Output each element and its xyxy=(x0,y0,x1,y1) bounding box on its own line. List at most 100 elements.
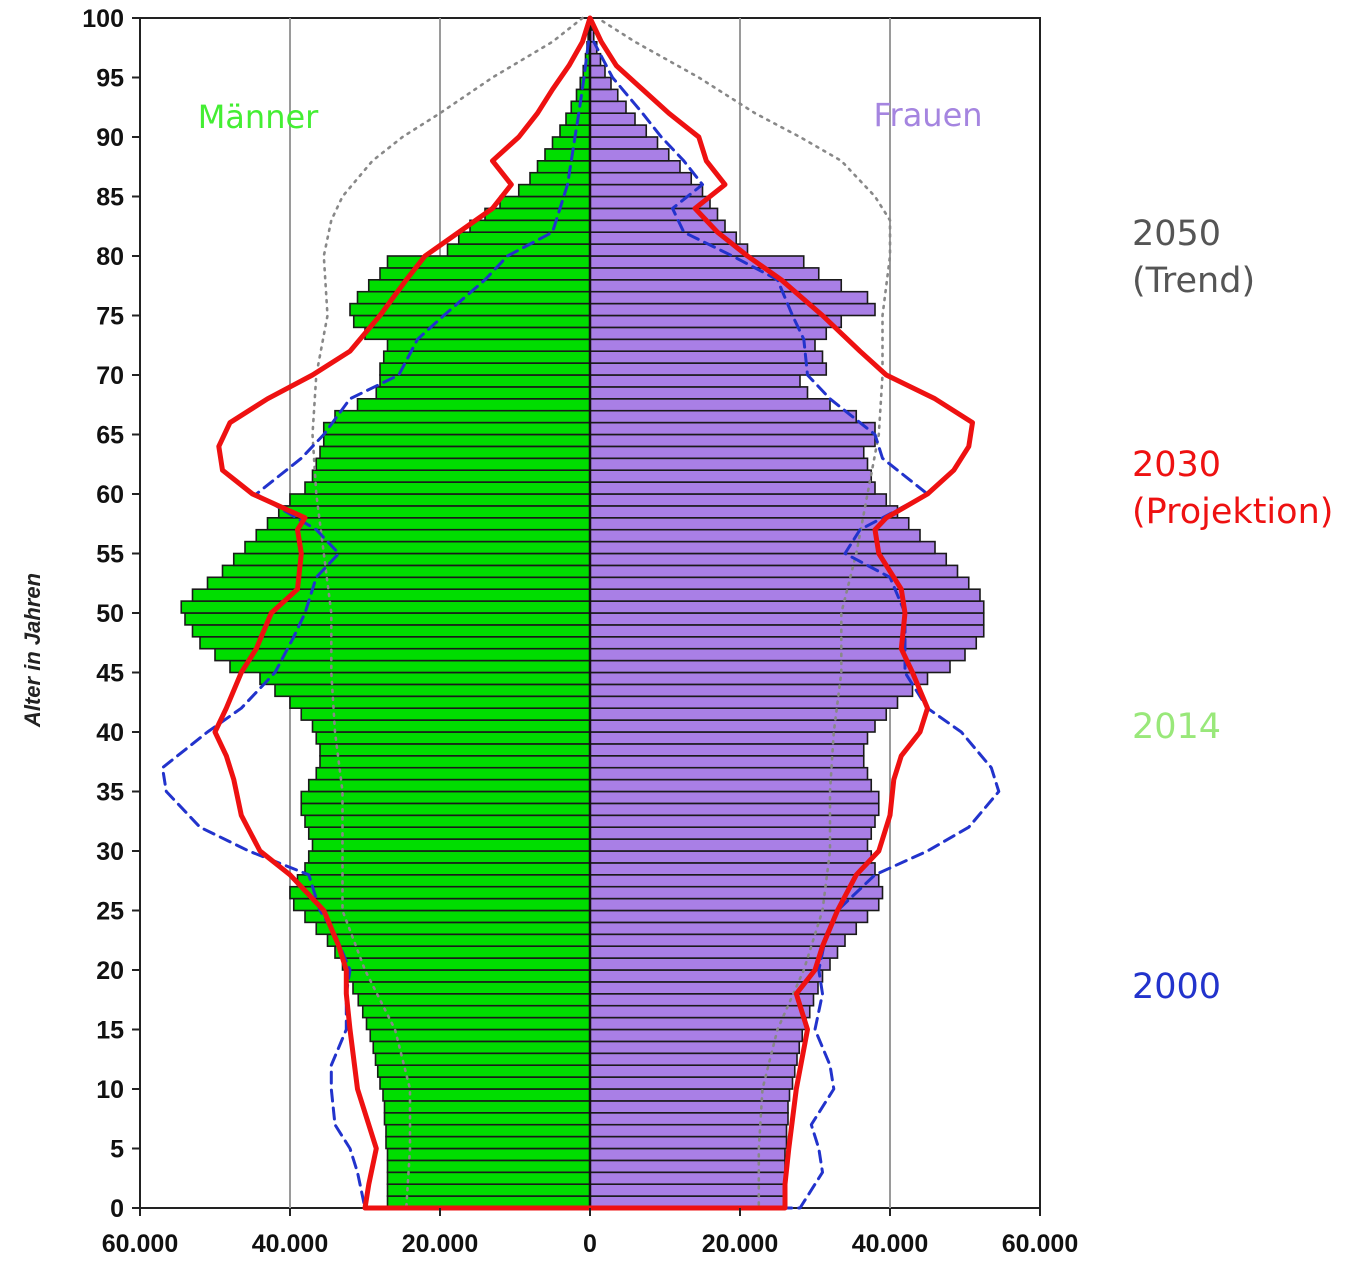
bar-men-age-62 xyxy=(315,457,591,471)
bar-women-age-63 xyxy=(589,445,865,460)
bar-women-age-32 xyxy=(589,814,876,828)
bar-men-age-24 xyxy=(304,909,591,924)
bar-men-age-22 xyxy=(326,933,591,947)
y-tick-label-80: 80 xyxy=(96,243,124,271)
bar-men-age-46 xyxy=(214,647,591,662)
bar-women-age-25 xyxy=(589,897,880,912)
bar-women-age-67 xyxy=(589,397,831,412)
line-2050 xyxy=(311,16,892,1210)
x-tick-label-1: 40.000 xyxy=(252,1230,328,1258)
bar-women-age-41 xyxy=(589,707,888,721)
bar-men-age-51 xyxy=(191,588,591,602)
bar-men-age-9 xyxy=(382,1088,591,1102)
bar-women-age-64 xyxy=(589,433,876,448)
bar-women-age-40 xyxy=(589,719,876,733)
bar-women-age-75 xyxy=(589,302,876,317)
bar-women-age-13 xyxy=(589,1040,801,1055)
legend-2050-note: (Trend) xyxy=(1132,261,1255,301)
bar-men-age-25 xyxy=(292,897,591,912)
bar-women-age-30 xyxy=(589,838,869,852)
bar-men-age-60 xyxy=(304,481,591,495)
y-tick-label-0: 0 xyxy=(110,1195,124,1223)
bar-men-age-63 xyxy=(319,445,591,460)
bar-men-age-59 xyxy=(289,493,591,507)
bar-men-age-56 xyxy=(255,528,591,543)
bar-women-age-51 xyxy=(589,588,981,602)
bar-men-age-64 xyxy=(322,433,591,448)
bar-women-age-9 xyxy=(589,1088,791,1102)
bar-men-age-21 xyxy=(334,945,591,959)
bar-men-age-12 xyxy=(374,1052,591,1067)
bar-men-age-69 xyxy=(379,374,591,388)
bar-women-age-4 xyxy=(589,1147,786,1162)
bar-men-age-10 xyxy=(379,1076,591,1090)
bar-women-age-28 xyxy=(589,862,876,876)
bar-men-age-35 xyxy=(307,778,591,793)
bar-women-age-12 xyxy=(589,1052,798,1067)
bar-men-age-11 xyxy=(376,1064,591,1078)
bar-women-age-27 xyxy=(589,873,880,888)
bar-men-age-19 xyxy=(346,969,591,983)
bar-men-age-38 xyxy=(319,743,591,757)
bar-women-age-15 xyxy=(589,1016,807,1031)
bar-women-age-49 xyxy=(589,612,985,626)
bar-women-age-92 xyxy=(589,100,627,115)
bar-women-age-21 xyxy=(589,945,839,959)
bar-women-age-37 xyxy=(589,754,865,769)
bar-women-age-71 xyxy=(589,350,824,364)
bar-men-age-48 xyxy=(191,624,591,638)
bar-women-age-53 xyxy=(589,564,959,579)
bar-women-age-86 xyxy=(589,171,693,186)
bar-women-age-43 xyxy=(589,683,914,698)
bar-men-age-14 xyxy=(369,1028,591,1043)
bar-women-age-80 xyxy=(589,243,749,257)
bar-men-age-5 xyxy=(385,1135,591,1150)
bar-men-age-41 xyxy=(300,707,591,721)
bar-men-age-52 xyxy=(206,576,591,590)
y-tick-label-10: 10 xyxy=(96,1076,124,1104)
bar-women-age-11 xyxy=(589,1064,796,1078)
bar-men-age-88 xyxy=(544,148,591,162)
bar-men-age-49 xyxy=(184,612,591,626)
bar-women-age-24 xyxy=(589,909,869,924)
bar-women-age-89 xyxy=(589,136,659,150)
bar-men-age-84 xyxy=(499,195,591,210)
bar-women-age-66 xyxy=(589,409,858,424)
bar-women-age-61 xyxy=(589,469,873,483)
bar-women-age-65 xyxy=(589,421,876,436)
bar-women-age-33 xyxy=(589,802,880,817)
bar-women-age-54 xyxy=(589,552,948,567)
bar-men-age-50 xyxy=(180,600,591,614)
bar-women-age-17 xyxy=(589,992,815,1007)
bar-women-age-5 xyxy=(589,1135,788,1150)
bar-men-age-74 xyxy=(352,314,591,329)
bar-men-age-70 xyxy=(379,362,591,376)
bar-women-age-10 xyxy=(589,1076,794,1090)
bar-men-age-73 xyxy=(364,326,591,341)
y-tick-label-55: 55 xyxy=(96,541,124,569)
legend-2030-year: 2030 xyxy=(1132,445,1221,485)
bar-women-age-59 xyxy=(589,493,888,507)
y-tick-label-85: 85 xyxy=(96,184,124,212)
bar-men-age-87 xyxy=(536,160,591,174)
legend: 2050 (Trend) 2030 (Projektion) 2014 2000 xyxy=(1132,214,1333,1007)
bar-men-age-13 xyxy=(372,1040,591,1055)
bar-men-age-93 xyxy=(575,88,591,103)
bar-men-age-66 xyxy=(334,409,591,424)
bar-women-age-60 xyxy=(589,481,876,495)
legend-2000-year: 2000 xyxy=(1132,967,1221,1007)
bar-men-age-80 xyxy=(446,243,591,257)
bar-women-age-39 xyxy=(589,731,869,745)
bar-men-age-20 xyxy=(341,957,591,971)
bar-women-age-58 xyxy=(589,505,899,519)
bar-men-age-42 xyxy=(289,695,591,709)
x-tick-label-0: 60.000 xyxy=(102,1230,178,1258)
x-tick-label-2: 20.000 xyxy=(402,1230,478,1258)
y-tick-label-100: 100 xyxy=(82,5,124,33)
y-tick-label-70: 70 xyxy=(96,362,124,390)
bar-women-age-70 xyxy=(589,362,828,376)
bar-men-age-55 xyxy=(244,540,591,555)
bar-men-age-89 xyxy=(551,136,591,150)
bar-women-age-20 xyxy=(589,957,831,971)
bar-women-age-56 xyxy=(589,528,921,543)
